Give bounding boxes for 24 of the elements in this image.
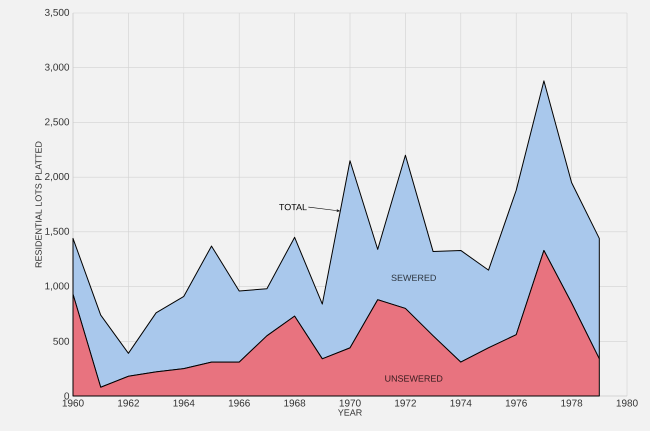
x-tick-label: 1964 — [173, 400, 195, 407]
x-tick-label: 1974 — [450, 400, 472, 407]
y-tick-label: 0 — [64, 392, 70, 400]
y-tick-label: 1,000 — [45, 282, 70, 291]
series-label: UNSEWERED — [385, 375, 442, 382]
y-axis-title: RESIDENTIAL LOTS PLATTED — [35, 141, 42, 268]
y-tick-label: 3,500 — [44, 8, 70, 18]
y-tick-label: 2,500 — [45, 118, 70, 127]
x-tick-label: 1978 — [561, 400, 582, 407]
y-tick-label: 2,000 — [45, 173, 70, 182]
x-tick-label: 1980 — [616, 400, 638, 407]
x-tick-label: 1972 — [395, 400, 416, 407]
annotation: TOTAL — [279, 204, 307, 210]
y-tick-label: 500 — [53, 338, 70, 345]
x-tick-label: 1970 — [340, 400, 361, 407]
x-tick-label: 1960 — [62, 400, 84, 407]
x-axis-title: YEAR — [338, 409, 362, 416]
x-tick-label: 1966 — [228, 400, 250, 407]
y-tick-label: 1,500 — [45, 228, 70, 236]
series-label: SEWERED — [391, 274, 436, 281]
x-tick-label: 1968 — [284, 400, 306, 407]
y-tick-label: 3,000 — [44, 64, 70, 72]
x-tick-label: 1962 — [118, 400, 139, 407]
x-tick-label: 1976 — [506, 400, 527, 407]
